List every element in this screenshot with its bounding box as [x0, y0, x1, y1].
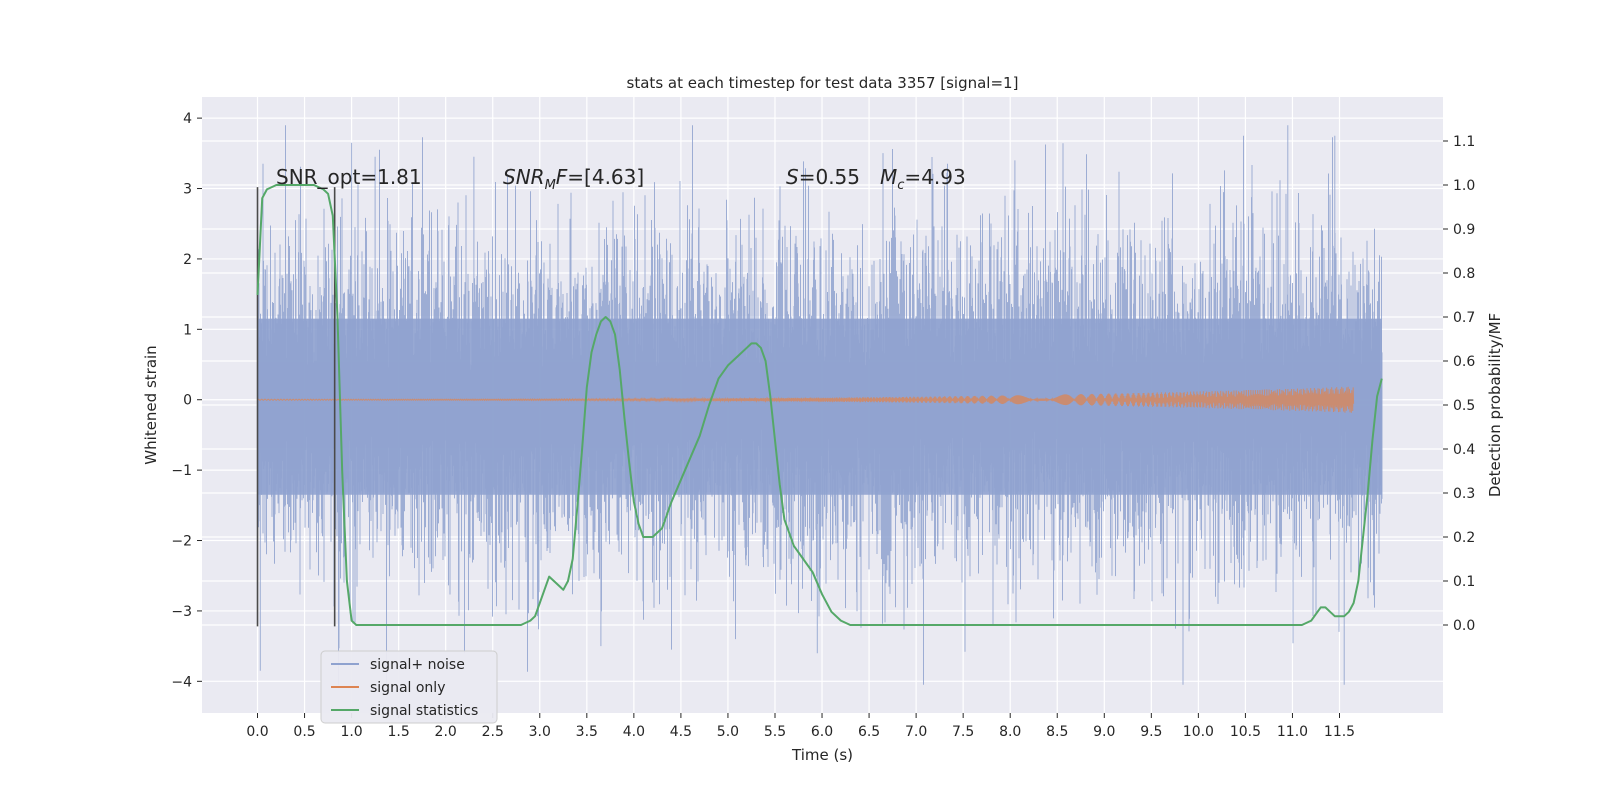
y2-tick-label: 0.3 [1453, 486, 1475, 502]
y-tick-label: −1 [171, 463, 192, 479]
y2-tick-label: 0.9 [1453, 222, 1475, 238]
legend-label-signal-only: signal only [370, 680, 445, 696]
x-tick-label: 0.5 [293, 724, 315, 740]
x-tick-label: 4.0 [623, 724, 645, 740]
y-axis-label: Whitened strain [142, 345, 160, 464]
y2-axis-ticks: 0.0 0.1 0.2 0.3 0.4 0.5 0.6 0.7 0.8 0.9 1.0 1.1 [1443, 134, 1475, 634]
x-tick-label: 1.5 [388, 724, 410, 740]
y2-tick-label: 1.1 [1453, 134, 1475, 150]
x-tick-label: 10.5 [1230, 724, 1261, 740]
annotation-s: S=0.55 [786, 165, 860, 189]
x-tick-label: 1.0 [340, 724, 362, 740]
series-signal-statistics [256, 184, 1383, 626]
annotation-mc: Mc=4.93 [880, 165, 966, 193]
y-axis-ticks: −4 −3 −2 −1 0 1 2 3 4 [171, 111, 202, 690]
x-tick-label: 4.5 [670, 724, 692, 740]
x-tick-label: 5.5 [764, 724, 786, 740]
x-tick-label: 7.5 [952, 724, 974, 740]
x-tick-label: 6.5 [858, 724, 880, 740]
x-tick-label: 6.0 [811, 724, 833, 740]
y2-tick-label: 0.2 [1453, 530, 1475, 546]
y-tick-label: −4 [171, 674, 192, 690]
x-tick-label: 11.0 [1277, 724, 1308, 740]
y2-tick-label: 0.7 [1453, 310, 1475, 326]
y-tick-label: 3 [183, 182, 192, 198]
y2-axis-label: Detection probability/MF [1486, 313, 1504, 497]
legend-label-signal-statistics: signal statistics [370, 703, 478, 719]
y2-tick-label: 0.6 [1453, 354, 1475, 370]
x-tick-label: 3.0 [529, 724, 551, 740]
legend: signal+ noise signal only signal statist… [320, 650, 498, 724]
x-tick-label: 10.0 [1183, 724, 1214, 740]
statistics-line [256, 184, 1383, 626]
y-tick-label: −3 [171, 604, 192, 620]
signal-trace [257, 386, 1355, 413]
x-tick-label: 7.0 [905, 724, 927, 740]
annotation-snr-opt: SNR_opt=1.81 [276, 165, 422, 189]
y-tick-label: −2 [171, 534, 192, 550]
x-tick-label: 2.0 [435, 724, 457, 740]
x-tick-label: 3.5 [576, 724, 598, 740]
y2-tick-label: 0.1 [1453, 574, 1475, 590]
y2-tick-label: 0.0 [1453, 618, 1475, 634]
y2-tick-label: 1.0 [1453, 178, 1475, 194]
y-tick-label: 2 [183, 252, 192, 268]
x-tick-label: 11.5 [1324, 724, 1355, 740]
y2-tick-label: 0.8 [1453, 266, 1475, 282]
x-tick-label: 0.0 [246, 724, 268, 740]
y-tick-label: 4 [183, 111, 192, 127]
x-axis-ticks: 0.0 0.5 1.0 1.5 2.0 2.5 3.0 3.5 4.0 4.5 5.0 5.5 6.0 6… [246, 713, 1355, 740]
x-axis-label: Time (s) [791, 746, 853, 764]
x-tick-label: 5.0 [717, 724, 739, 740]
x-tick-label: 2.5 [482, 724, 504, 740]
legend-label-signal-noise: signal+ noise [370, 657, 465, 673]
y-tick-label: 0 [183, 393, 192, 409]
x-tick-label: 8.0 [999, 724, 1021, 740]
chart-title: stats at each timestep for test data 335… [627, 74, 1019, 92]
series-signal-only [257, 386, 1355, 413]
y-tick-label: 1 [183, 322, 192, 338]
y2-tick-label: 0.5 [1453, 398, 1475, 414]
legend-box [320, 650, 498, 724]
y2-tick-label: 0.4 [1453, 442, 1475, 458]
annotation-snr-mf: SNRMF=[4.63] [503, 165, 644, 193]
x-tick-label: 8.5 [1046, 724, 1068, 740]
x-tick-label: 9.5 [1140, 724, 1162, 740]
x-tick-label: 9.0 [1093, 724, 1115, 740]
